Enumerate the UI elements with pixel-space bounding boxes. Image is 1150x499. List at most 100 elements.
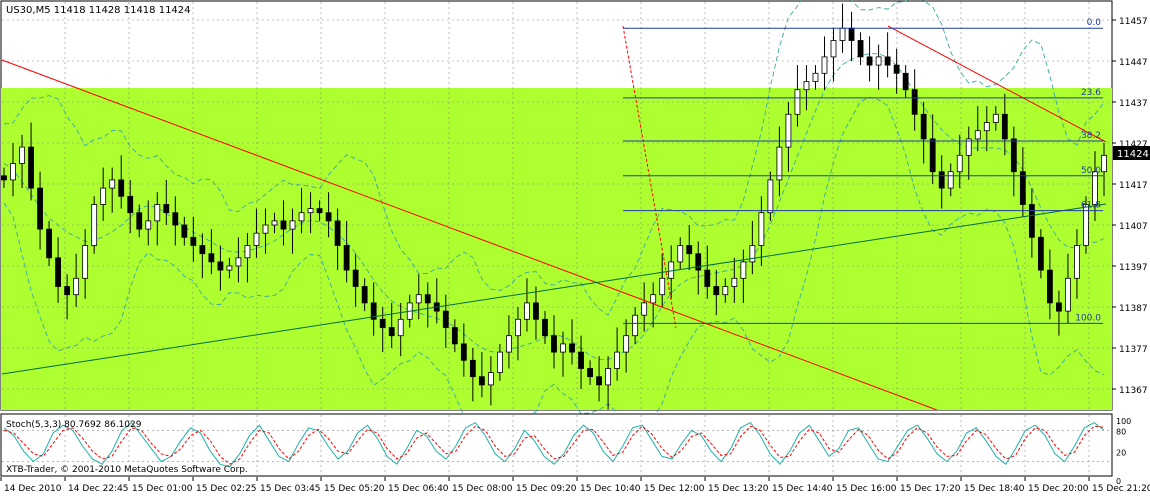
candle-body bbox=[839, 27, 846, 41]
candle-body bbox=[172, 212, 179, 226]
candle-body bbox=[46, 228, 52, 259]
price-axis: 11457 11447 11437 11427 11417 11407 11397 11387… bbox=[1112, 17, 1148, 396]
candle-body bbox=[902, 72, 909, 91]
candle-body bbox=[262, 224, 269, 234]
candle-body bbox=[370, 302, 377, 320]
candle-body bbox=[181, 224, 188, 238]
candle-body bbox=[677, 245, 684, 263]
candle-body bbox=[587, 368, 593, 378]
candle-body bbox=[614, 351, 621, 369]
price-tick-label: 11377 bbox=[1119, 345, 1148, 355]
candle-body bbox=[776, 146, 783, 181]
candle-body bbox=[893, 64, 900, 74]
time-tick-label: 15 Dec 09:20 bbox=[516, 484, 577, 494]
candle-body bbox=[208, 253, 215, 263]
candle-body bbox=[1083, 204, 1089, 246]
candle-body bbox=[316, 208, 323, 214]
candle-body bbox=[524, 302, 530, 320]
stoch-scale-label: 20 bbox=[1116, 449, 1126, 458]
candle-body bbox=[497, 351, 503, 374]
candle-body bbox=[118, 179, 125, 197]
fibonacci-retracement: 0.0 23.6 38.2 50.0 61.8 100.0 bbox=[623, 18, 1103, 324]
candle-body bbox=[352, 269, 359, 287]
candle-body bbox=[938, 171, 945, 189]
trendline-red-long bbox=[1, 59, 938, 411]
time-tick-label: 15 Dec 20:00 bbox=[1028, 484, 1089, 494]
candle-body bbox=[298, 212, 305, 222]
stoch-signal-line bbox=[3, 425, 1105, 465]
candle-body bbox=[199, 245, 206, 255]
candle-body bbox=[460, 343, 467, 361]
candle-body bbox=[659, 277, 666, 296]
candle-body bbox=[533, 302, 539, 320]
candle-body bbox=[451, 327, 458, 345]
time-tick-label: 15 Dec 01:00 bbox=[132, 484, 193, 494]
candle-body bbox=[1074, 245, 1080, 279]
candle-body bbox=[190, 236, 197, 246]
candle-body bbox=[325, 212, 332, 222]
time-tick-label: 15 Dec 06:40 bbox=[388, 484, 449, 494]
candle-body bbox=[217, 261, 224, 271]
candle-body bbox=[1047, 269, 1053, 304]
candle-body bbox=[424, 294, 431, 304]
stochastic-panel bbox=[0, 413, 1113, 477]
candle-body bbox=[244, 245, 251, 259]
candle-body bbox=[1019, 171, 1026, 205]
fibo-baseline bbox=[622, 25, 677, 329]
candle-body bbox=[91, 204, 98, 246]
candle-body bbox=[73, 277, 80, 296]
time-tick-label: 15 Dec 08:00 bbox=[452, 484, 513, 494]
time-axis: 14 Dec 2010 14 Dec 22:45 15 Dec 01:00 15 De… bbox=[0, 477, 1150, 494]
candle-body bbox=[1065, 277, 1071, 312]
price-tick-label: 11417 bbox=[1119, 181, 1148, 191]
candle-body bbox=[920, 113, 927, 140]
price-tick-label: 11457 bbox=[1119, 17, 1148, 27]
candle-body bbox=[857, 40, 864, 58]
stoch-scale-label: 100 bbox=[1116, 417, 1131, 426]
candle-body bbox=[650, 294, 657, 304]
candle-body bbox=[1056, 302, 1062, 312]
price-tick-label: 11397 bbox=[1119, 263, 1148, 273]
candle-body bbox=[632, 314, 639, 337]
candle-body bbox=[794, 89, 801, 115]
fibo-level-label: 50.0 bbox=[1081, 166, 1101, 176]
candle-body bbox=[848, 27, 855, 41]
candle-body bbox=[55, 257, 61, 287]
candle-body bbox=[136, 212, 143, 230]
candle-body bbox=[154, 204, 161, 222]
candle-body bbox=[569, 343, 575, 353]
candle-body bbox=[596, 376, 602, 386]
candle-body bbox=[253, 232, 260, 246]
time-tick-label: 15 Dec 10:40 bbox=[580, 484, 641, 494]
candle-body bbox=[866, 56, 873, 66]
candle-body bbox=[19, 146, 25, 164]
time-tick-label: 15 Dec 21:20 bbox=[1092, 484, 1150, 494]
candle-body bbox=[821, 56, 828, 74]
time-tick-label: 14 Dec 2010 bbox=[4, 484, 62, 494]
time-tick-label: 15 Dec 02:25 bbox=[196, 484, 257, 494]
candle-body bbox=[785, 113, 792, 148]
candle-body bbox=[1101, 154, 1107, 173]
price-tick-label: 11447 bbox=[1119, 58, 1148, 68]
symbol-header: US30,M5 11418 11428 11418 11424 bbox=[6, 5, 191, 16]
current-price-marker bbox=[1113, 146, 1150, 160]
candle-body bbox=[560, 343, 566, 353]
stoch-scale-label: 0 bbox=[1116, 477, 1121, 486]
candle-body bbox=[388, 327, 395, 337]
candle-body bbox=[28, 146, 34, 189]
candle-body bbox=[956, 154, 963, 173]
price-tick-label: 11437 bbox=[1119, 99, 1148, 109]
candle-body bbox=[82, 245, 89, 279]
candle-body bbox=[641, 302, 648, 316]
fibo-level-label: 38.2 bbox=[1081, 131, 1101, 141]
price-tick-label: 11427 bbox=[1119, 140, 1148, 150]
candle-body bbox=[695, 253, 702, 271]
bollinger-upper bbox=[3, 0, 1105, 316]
candle-body bbox=[884, 56, 891, 66]
time-tick-label: 15 Dec 12:00 bbox=[644, 484, 705, 494]
candle-body bbox=[578, 351, 584, 369]
trendline-green bbox=[1, 203, 1107, 375]
candle-body bbox=[145, 220, 152, 230]
